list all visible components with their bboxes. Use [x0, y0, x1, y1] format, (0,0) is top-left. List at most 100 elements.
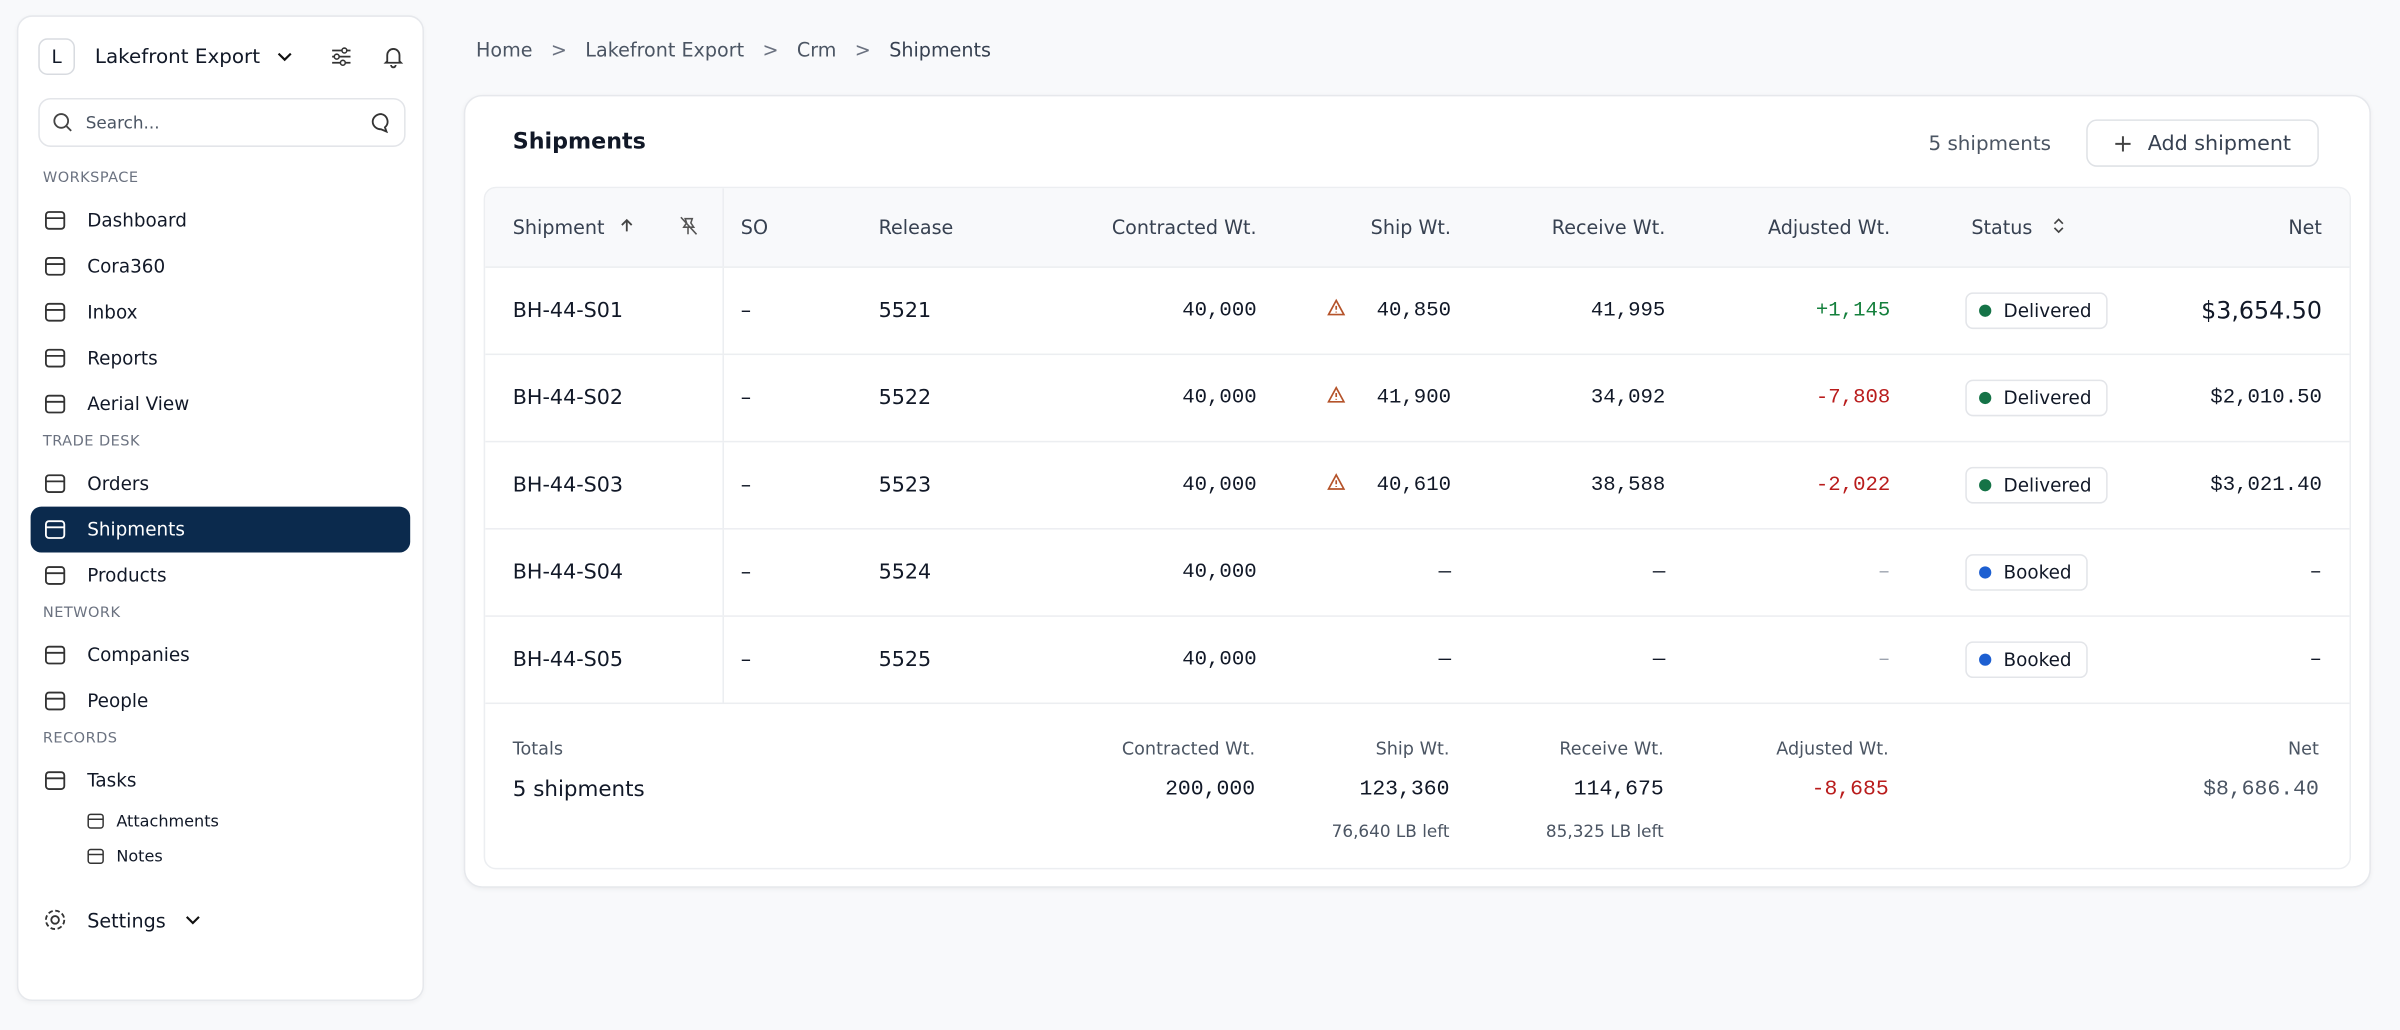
totals-cell: Adjusted Wt. -8,685 [1668, 738, 1893, 842]
table-row[interactable]: BH-44-S04 – 5524 40,000 — — – Booked – [485, 529, 2350, 617]
receive-value: 38,588 [1590, 473, 1666, 497]
so-value: – [740, 647, 752, 672]
totals-adjusted: -8,685 [1811, 777, 1889, 803]
cell: 5521 [862, 268, 1104, 354]
nav-section-title: RECORDS [42, 730, 118, 747]
nav-item[interactable]: Cora360 [31, 243, 411, 289]
column-header[interactable]: Shipment [485, 188, 724, 267]
filter-icon[interactable] [329, 44, 353, 68]
totals-cell: Receive Wt. 114,675 85,325 LB left [1454, 738, 1668, 842]
nav-item[interactable]: Companies [31, 632, 411, 678]
nav-item[interactable]: Notes [31, 839, 411, 874]
contracted-value: 40,000 [1182, 648, 1257, 672]
nav-item[interactable]: Shipments [30, 506, 411, 553]
column-header[interactable]: Release [862, 188, 1104, 266]
totals-net-label: Net [2287, 737, 2319, 760]
adjusted-value: – [1877, 560, 1891, 584]
bell-icon[interactable] [381, 44, 405, 69]
cell: 5523 [862, 442, 1104, 528]
cell: 38,588 [1454, 442, 1668, 528]
cell: — [1260, 530, 1454, 616]
nav-label: Cora360 [87, 255, 166, 278]
net-value: $3,654.50 [2201, 296, 2322, 325]
column-header[interactable]: Status [1893, 188, 2144, 266]
status-label: Booked [2003, 561, 2072, 584]
cell: – [2144, 617, 2349, 703]
totals-contracted-label: Contracted Wt. [1121, 737, 1256, 760]
add-shipment-button[interactable]: Add shipment [2086, 119, 2319, 167]
contracted-value: 40,000 [1182, 299, 1257, 323]
table-row[interactable]: BH-44-S05 – 5525 40,000 — — – Booked – [485, 616, 2350, 705]
contracted-value: 40,000 [1182, 386, 1257, 410]
net-value: $2,010.50 [2210, 386, 2322, 410]
so-value: – [740, 472, 752, 498]
column-header[interactable]: Receive Wt. [1454, 188, 1668, 266]
nav-item[interactable]: Orders [31, 461, 411, 507]
breadcrumb-item: Shipments [889, 38, 991, 62]
table-row[interactable]: BH-44-S01 – 5521 40,000 40,850 41,995 +1,145 De… [485, 267, 2350, 356]
cell: Booked [1893, 530, 2144, 616]
nav-item[interactable]: Dashboard [31, 197, 411, 243]
totals-receive: 114,675 [1573, 777, 1664, 803]
ship-value: — [1438, 560, 1452, 584]
cell: – [2144, 530, 2349, 616]
totals-net: $8,686.40 [2203, 777, 2319, 803]
nav-item[interactable]: Products [31, 553, 411, 599]
org-switcher[interactable]: L Lakefront Export [38, 37, 405, 77]
settings-label: Settings [87, 908, 166, 932]
totals-cell [1893, 738, 2144, 842]
cell: – [724, 442, 862, 528]
release-value: 5522 [878, 385, 932, 411]
totals-label: Totals [512, 737, 564, 760]
status-dot [1979, 653, 1992, 666]
table-row[interactable]: BH-44-S03 – 5523 40,000 40,610 38,588 -2,022 De… [485, 442, 2350, 530]
cell: BH-44-S05 [485, 616, 724, 703]
cell: 40,850 [1260, 268, 1454, 354]
unpin-icon[interactable] [678, 215, 698, 239]
adjusted-value: -7,808 [1815, 386, 1891, 410]
column-header[interactable]: Net [2144, 188, 2349, 266]
cell: — [1454, 617, 1668, 703]
nav-icon [87, 848, 104, 864]
nav-item[interactable]: Aerial View [31, 381, 411, 427]
status-dot [1979, 391, 1992, 405]
nav-label: Attachments [116, 811, 219, 831]
column-label: Net [2288, 215, 2322, 239]
status-dot [1979, 566, 1992, 579]
breadcrumb-separator: > [550, 38, 567, 62]
column-label: Receive Wt. [1551, 215, 1666, 239]
column-label: Status [1971, 215, 2033, 239]
nav-label: Shipments [87, 518, 185, 541]
search-box[interactable]: Search... [38, 97, 406, 147]
totals-cell: Net $8,686.40 [2144, 738, 2349, 842]
chat-icon[interactable] [370, 112, 391, 134]
ship-value: 40,850 [1376, 299, 1452, 323]
nav-item[interactable]: People [31, 678, 411, 724]
totals-cell [724, 738, 862, 842]
column-header[interactable]: Adjusted Wt. [1668, 188, 1893, 266]
breadcrumb-item[interactable]: Crm [796, 38, 837, 62]
adjusted-value: -2,022 [1815, 473, 1891, 497]
column-header[interactable]: Contracted Wt. [1104, 188, 1260, 266]
column-header[interactable]: SO [724, 188, 862, 266]
breadcrumb-item[interactable]: Home [476, 38, 533, 62]
totals-receive-left: 85,325 LB left [1545, 821, 1664, 842]
totals-ship: 123,360 [1359, 777, 1450, 803]
column-header[interactable]: Ship Wt. [1260, 188, 1454, 266]
receive-value: — [1652, 648, 1666, 672]
sort-icon [2032, 216, 2066, 239]
release-value: 5523 [878, 472, 932, 498]
nav-item[interactable]: Attachments [31, 804, 411, 839]
table-row[interactable]: BH-44-S02 – 5522 40,000 41,900 34,092 -7,808 De… [485, 355, 2350, 443]
search-icon [53, 113, 72, 132]
settings-item[interactable]: Settings [43, 908, 203, 932]
nav-item[interactable]: Tasks [31, 758, 411, 804]
nav-item[interactable]: Inbox [31, 289, 411, 335]
totals: Totals 5 shipments Contracted Wt. 200,000 Sh… [485, 704, 2349, 842]
nav-item[interactable]: Reports [31, 335, 411, 381]
breadcrumb-item[interactable]: Lakefront Export [585, 38, 745, 62]
cell: 40,000 [1104, 442, 1260, 528]
